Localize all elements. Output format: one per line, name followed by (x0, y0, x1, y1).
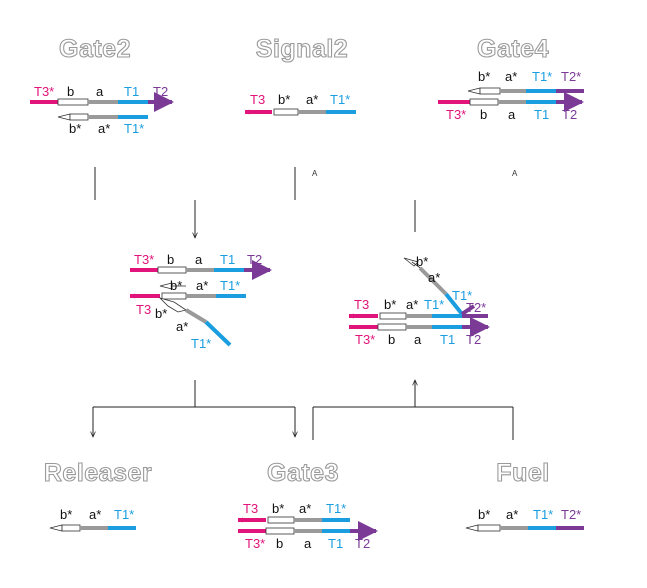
intermediate-left-complex: T3* b a T1 T2 b* a* T1* T3 b* a* T1* (129, 252, 272, 351)
gate4-t1: T1 (534, 107, 549, 122)
gate4-t2s: T2* (561, 69, 581, 84)
signal2-bs: b* (278, 92, 290, 107)
int-right-bs-top: b* (416, 254, 428, 269)
intermediate-right-complex: b* a* T1* T2* T3 b* a* T1* T3* b a T1 T2 (348, 254, 490, 347)
releaser-bs: b* (60, 507, 72, 522)
int-right-t1s: T1* (424, 297, 444, 312)
gate4-complex: b* a* T1* T2* T3* b a T1 T2 (438, 69, 584, 122)
releaser-title: Releaser (44, 459, 152, 487)
gate3-title: Gate3 (267, 459, 339, 487)
fuel-as: a* (506, 507, 518, 522)
int-left-as2: a* (176, 319, 188, 334)
gate2-b: b (67, 84, 74, 99)
releaser-as: a* (89, 507, 101, 522)
gate4-bs: b* (478, 69, 490, 84)
gate3-bs: b* (272, 501, 284, 516)
int-right-bs: b* (384, 297, 396, 312)
fuel-title: Fuel (496, 459, 549, 487)
int-right-t2s-top: T2* (466, 300, 486, 315)
int-left-as1: a* (196, 278, 208, 293)
int-left-bs1: b* (170, 278, 182, 293)
gate3-t3: T3 (243, 501, 258, 516)
gate2-title: Gate2 (59, 35, 131, 63)
gate3-b: b (276, 536, 283, 551)
int-right-t3: T3 (354, 297, 369, 312)
signal2-strand: T3 b* a* T1* (244, 92, 356, 116)
gate2-a: a (96, 84, 104, 99)
signal2-t3: T3 (250, 92, 265, 107)
gate4-a: a (508, 107, 516, 122)
int-left-bs2: b* (155, 306, 167, 321)
int-right-t1: T1 (440, 332, 455, 347)
gate4-as: a* (505, 69, 517, 84)
signal2-as: a* (306, 92, 318, 107)
reaction-connectors-bottom (93, 380, 514, 440)
gate3-complex: T3 b* a* T1* T3* b a T1 T2 (237, 501, 378, 551)
gate2-as: a* (98, 121, 110, 136)
gate3-t3s: T3* (245, 536, 265, 551)
gate3-t1s: T1* (326, 501, 346, 516)
releaser-strand: b* a* T1* (49, 507, 136, 532)
gate3-t1: T1 (328, 536, 343, 551)
gate3-t2: T2 (355, 536, 370, 551)
gate2-bs: b* (69, 121, 81, 136)
gate4-title: Gate4 (477, 35, 549, 63)
gate2-t2: T2 (153, 84, 168, 99)
signal-branch-marker: A (312, 169, 318, 178)
fuel-bs: b* (478, 507, 490, 522)
fuel-t2s: T2* (561, 507, 581, 522)
int-right-t1s-top: T1* (452, 288, 472, 303)
int-right-as: a* (406, 297, 418, 312)
int-right-t2: T2 (466, 332, 481, 347)
int-right-a: a (414, 332, 422, 347)
signal2-t1s: T1* (330, 92, 350, 107)
int-left-a: a (195, 252, 203, 267)
int-left-t2: T2 (247, 252, 262, 267)
int-right-b: b (388, 332, 395, 347)
int-left-t3s: T3* (134, 252, 154, 267)
int-right-as-top: a* (428, 270, 440, 285)
int-left-t3: T3 (136, 302, 151, 317)
gate4-branch-marker: A (512, 169, 518, 178)
gate3-a: a (304, 536, 312, 551)
gate2-t3s: T3* (34, 84, 54, 99)
int-left-t1: T1 (220, 252, 235, 267)
gate3-as: a* (299, 501, 311, 516)
gate4-t3s: T3* (446, 107, 466, 122)
signal2-title: Signal2 (256, 35, 348, 63)
fuel-strand: b* a* T1* T2* (465, 507, 584, 532)
int-left-t1s2: T1* (191, 336, 211, 351)
gate4-b: b (480, 107, 487, 122)
int-left-b: b (167, 252, 174, 267)
gate2-t1s: T1* (124, 121, 144, 136)
int-right-t3s: T3* (355, 332, 375, 347)
fuel-t1s: T1* (533, 507, 553, 522)
releaser-t1s: T1* (114, 507, 134, 522)
int-left-t1s1: T1* (220, 278, 240, 293)
gate4-t1s: T1* (532, 69, 552, 84)
gate2-complex: T3* b a T1 T2 b* a* T1* (30, 84, 174, 136)
reaction-connectors-top (94, 167, 416, 238)
gate4-t2: T2 (562, 107, 577, 122)
gate2-t1: T1 (124, 84, 139, 99)
